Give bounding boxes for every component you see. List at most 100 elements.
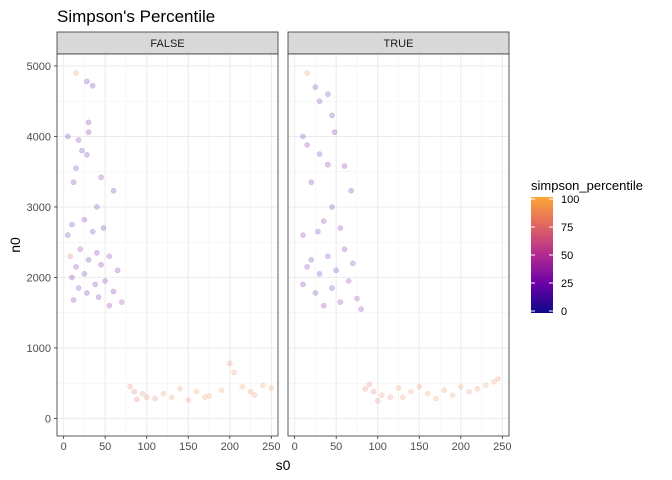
- y-tick-label: 4000: [27, 131, 51, 143]
- data-point: [320, 218, 327, 224]
- legend-tick-label: 25: [561, 278, 573, 290]
- data-point: [106, 253, 113, 260]
- data-point: [474, 385, 481, 392]
- data-point: [300, 232, 306, 238]
- data-point: [81, 216, 88, 223]
- data-point: [399, 394, 406, 401]
- x-tick-label: 100: [369, 441, 387, 453]
- data-point: [300, 281, 306, 288]
- data-point: [92, 281, 99, 288]
- data-point: [110, 288, 117, 295]
- data-point: [67, 253, 74, 260]
- x-tick-label: 0: [292, 441, 298, 453]
- grid-true: [288, 54, 509, 436]
- data-point: [348, 187, 354, 194]
- data-point: [312, 84, 319, 90]
- data-point: [85, 129, 92, 136]
- data-point: [329, 112, 335, 119]
- data-point: [316, 151, 323, 157]
- legend-tick-label: 0: [561, 306, 567, 318]
- data-point: [268, 385, 275, 391]
- grid-false: [57, 54, 278, 436]
- data-point: [84, 78, 90, 85]
- data-point: [239, 383, 246, 390]
- data-point: [98, 174, 104, 181]
- data-point: [106, 302, 113, 309]
- data-point: [379, 392, 385, 398]
- data-point: [433, 395, 439, 402]
- data-point: [143, 394, 150, 401]
- data-point: [387, 394, 393, 401]
- data-point: [85, 256, 92, 263]
- data-point: [370, 388, 377, 395]
- data-point: [168, 394, 175, 401]
- x-tick-label: 150: [410, 441, 428, 453]
- data-point: [308, 179, 315, 186]
- data-point: [308, 256, 315, 263]
- data-point: [325, 91, 331, 97]
- data-point: [84, 290, 90, 296]
- data-point: [491, 378, 497, 385]
- data-point: [304, 142, 310, 148]
- data-point: [85, 119, 92, 126]
- data-point: [325, 161, 331, 168]
- legend-tick-label: 50: [561, 250, 573, 262]
- data-point: [329, 204, 335, 210]
- data-point: [94, 249, 100, 256]
- y-axis-title: n0: [7, 237, 23, 253]
- data-point: [466, 388, 472, 395]
- legend-title: simpson_percentile: [531, 178, 643, 193]
- data-point: [300, 133, 306, 140]
- data-point: [77, 246, 84, 253]
- y-tick-label: 1000: [27, 343, 51, 355]
- data-point: [449, 392, 456, 398]
- data-point: [70, 297, 77, 303]
- points-true: [300, 70, 502, 404]
- strip-label-false: FALSE: [150, 38, 184, 50]
- data-point: [139, 390, 146, 397]
- data-point: [320, 302, 327, 309]
- data-point: [100, 225, 107, 231]
- data-point: [337, 225, 344, 231]
- x-axis: 0 50 100 150 200 250 0 50 100 150 200 250: [61, 436, 512, 453]
- data-point: [110, 187, 117, 194]
- data-point: [316, 271, 323, 277]
- data-point: [218, 387, 225, 393]
- data-point: [75, 137, 82, 143]
- data-point: [65, 232, 71, 238]
- data-point: [458, 383, 464, 390]
- data-point: [94, 204, 100, 210]
- y-axis: 0 1000 2000 3000 4000 5000: [27, 61, 57, 425]
- data-point: [325, 253, 331, 260]
- data-point: [95, 294, 102, 300]
- data-point: [81, 271, 88, 277]
- legend-tick-label: 100: [561, 194, 579, 206]
- data-point: [304, 264, 310, 270]
- panel-border-true: [287, 53, 510, 437]
- data-point: [98, 261, 104, 268]
- x-tick-label: 0: [61, 441, 67, 453]
- data-point: [69, 221, 75, 228]
- data-point: [73, 70, 79, 76]
- data-point: [131, 388, 138, 395]
- data-point: [231, 369, 237, 376]
- chart-title: Simpson's Percentile: [57, 7, 215, 26]
- x-tick-label: 150: [179, 441, 197, 453]
- facet-true: TRUE: [287, 31, 510, 437]
- color-legend: simpson_percentile 0 25 50 75 100: [531, 178, 643, 318]
- data-point: [152, 395, 158, 402]
- data-point: [260, 382, 266, 389]
- data-point: [312, 290, 319, 296]
- data-point: [69, 274, 75, 281]
- data-point: [304, 70, 310, 76]
- data-point: [341, 246, 348, 253]
- data-point: [119, 299, 125, 305]
- legend-tick-label: 75: [561, 222, 573, 234]
- x-tick-label: 50: [99, 441, 111, 453]
- x-tick-label: 200: [452, 441, 470, 453]
- data-point: [73, 264, 79, 270]
- strip-label-true: TRUE: [384, 38, 414, 50]
- data-point: [362, 385, 369, 392]
- data-point: [316, 98, 323, 105]
